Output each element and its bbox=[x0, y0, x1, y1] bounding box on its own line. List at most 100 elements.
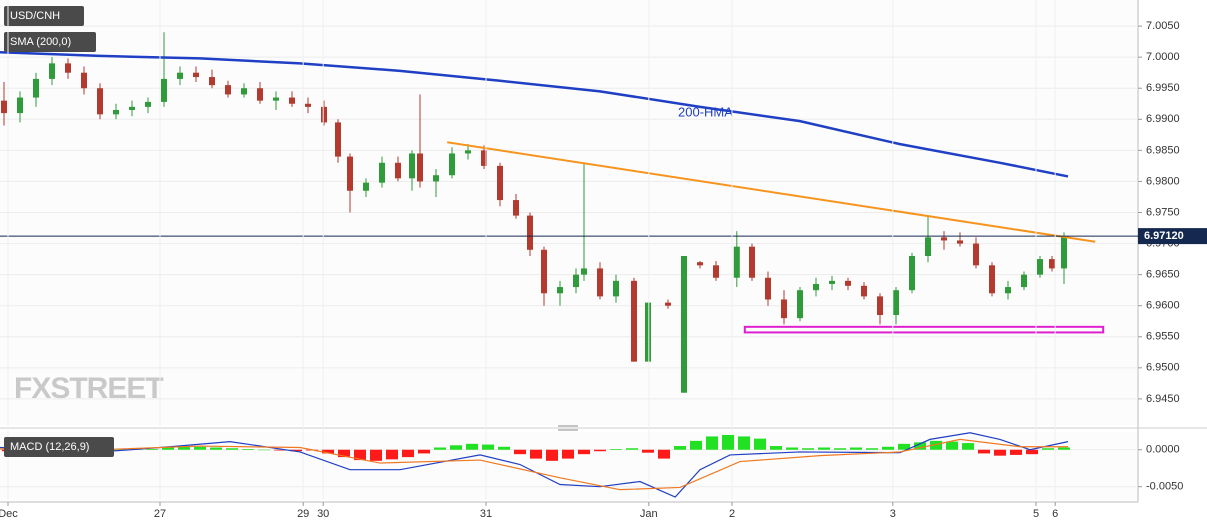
candle-body bbox=[209, 77, 215, 86]
label-box bbox=[4, 32, 96, 52]
candle-body bbox=[161, 78, 167, 102]
x-tick-label: 29 bbox=[297, 508, 309, 520]
histogram-bar bbox=[274, 449, 286, 451]
candle-body bbox=[395, 162, 401, 179]
candle-body bbox=[379, 162, 385, 183]
candle-body bbox=[417, 153, 423, 182]
candle-body bbox=[1021, 274, 1027, 288]
candle-body bbox=[893, 290, 899, 316]
candle-body bbox=[97, 88, 103, 115]
candle-body bbox=[909, 255, 915, 291]
candle-body bbox=[1061, 236, 1067, 269]
histogram-bar bbox=[162, 447, 174, 450]
histogram-bar bbox=[546, 449, 558, 461]
histogram-bar bbox=[706, 436, 718, 450]
candle-body bbox=[829, 280, 835, 284]
candle-body bbox=[613, 280, 619, 297]
histogram-bar bbox=[850, 447, 862, 450]
brand-watermark: FXSTREET bbox=[14, 372, 163, 405]
last-price-label: 6.97120 bbox=[1144, 230, 1184, 242]
candle-body bbox=[193, 72, 199, 78]
histogram-bar bbox=[610, 449, 622, 450]
histogram-bar bbox=[882, 446, 894, 450]
histogram-bar bbox=[626, 448, 638, 450]
x-tick-label: 2 bbox=[729, 508, 735, 520]
x-tick-label: 3 bbox=[890, 508, 896, 520]
candle-body bbox=[273, 97, 279, 101]
histogram-bar bbox=[450, 445, 462, 450]
candle-body bbox=[733, 246, 740, 278]
candle-body bbox=[49, 63, 55, 79]
macd-plot-bg bbox=[0, 432, 1138, 500]
y-tick-label: 7.0000 bbox=[1146, 51, 1180, 63]
y-tick-label: 6.9900 bbox=[1146, 113, 1180, 125]
candle-body bbox=[0, 100, 7, 114]
candle-body bbox=[645, 302, 651, 362]
histogram-bar bbox=[402, 449, 414, 458]
candle-body bbox=[557, 287, 563, 294]
candle-body bbox=[845, 280, 851, 286]
trendline bbox=[447, 141, 1096, 243]
histogram-bar bbox=[642, 449, 654, 453]
histogram-bar bbox=[898, 443, 910, 450]
x-tick-label: 5 bbox=[1033, 508, 1039, 520]
histogram-bar bbox=[786, 447, 798, 450]
histogram-bar bbox=[754, 438, 766, 450]
candle-body bbox=[813, 283, 819, 291]
candle-body bbox=[573, 274, 579, 288]
label-text: SMA (200,0) bbox=[10, 36, 71, 48]
histogram-bar bbox=[242, 449, 254, 450]
histogram-bar bbox=[770, 446, 782, 450]
candle-body bbox=[305, 103, 311, 107]
histogram-bar bbox=[146, 449, 158, 450]
candle-body bbox=[665, 302, 671, 306]
label-box bbox=[4, 437, 114, 457]
candle-body bbox=[177, 72, 183, 79]
last-price-box bbox=[1138, 228, 1207, 245]
candle-body bbox=[797, 290, 803, 319]
candle-body bbox=[321, 106, 327, 123]
candle-body bbox=[581, 268, 587, 275]
y-tick-label: -0.0050 bbox=[1146, 481, 1183, 493]
histogram-bar bbox=[946, 441, 958, 450]
histogram-bar bbox=[562, 449, 574, 459]
candle-body bbox=[541, 249, 547, 294]
candle-body bbox=[145, 101, 151, 107]
candle-body bbox=[465, 150, 471, 154]
y-tick-label: 6.9500 bbox=[1146, 362, 1180, 374]
histogram-bar bbox=[386, 449, 398, 460]
candle-body bbox=[409, 153, 415, 179]
histogram-bar bbox=[322, 449, 334, 454]
y-tick-label: 6.9750 bbox=[1146, 206, 1180, 218]
histogram-bar bbox=[962, 443, 974, 450]
histogram-bar bbox=[482, 444, 494, 450]
histogram-bar bbox=[1010, 449, 1022, 455]
histogram-bar bbox=[690, 440, 702, 450]
candle-body bbox=[989, 265, 995, 294]
candle-body bbox=[81, 72, 87, 89]
candle-body bbox=[65, 63, 71, 73]
histogram-bar bbox=[866, 448, 878, 450]
candle-body bbox=[765, 277, 771, 300]
histogram-bar bbox=[1042, 448, 1054, 450]
histogram-bar bbox=[370, 449, 382, 461]
histogram-bar bbox=[914, 442, 926, 450]
x-tick-label: 6 bbox=[1052, 508, 1058, 520]
histogram-bar bbox=[658, 449, 670, 459]
label-text: MACD (12,26,9) bbox=[10, 441, 89, 453]
label-box bbox=[4, 6, 84, 26]
candle-body bbox=[749, 246, 755, 278]
y-tick-label: 6.9800 bbox=[1146, 175, 1180, 187]
candle-body bbox=[497, 165, 503, 201]
y-tick-label: 6.9450 bbox=[1146, 393, 1180, 405]
candle-body bbox=[941, 237, 947, 241]
histogram-bar bbox=[210, 447, 222, 450]
candle-body bbox=[631, 280, 637, 362]
candle-body bbox=[481, 150, 487, 166]
x-tick-label: 31 bbox=[480, 508, 492, 520]
candle-body bbox=[113, 109, 119, 115]
y-tick-label: 6.9550 bbox=[1146, 331, 1180, 343]
candle-body bbox=[225, 85, 231, 95]
x-tick-label: 27 bbox=[154, 508, 166, 520]
